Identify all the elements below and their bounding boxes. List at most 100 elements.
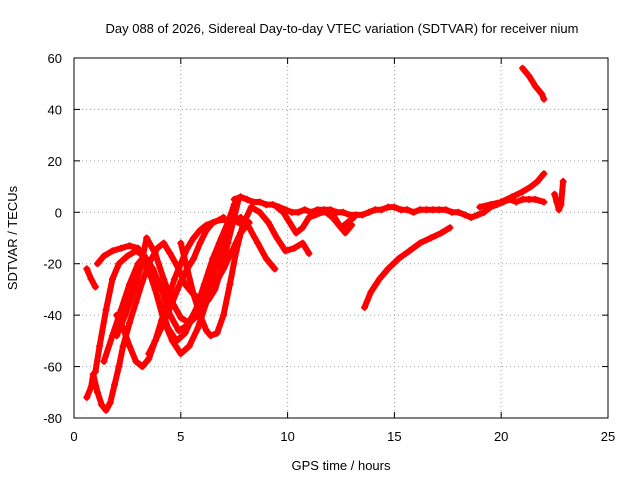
data-point (328, 213, 336, 221)
y-tick-label: 0 (55, 205, 62, 220)
data-point (138, 278, 146, 286)
data-point (209, 255, 217, 263)
data-point (160, 319, 168, 327)
data-point (232, 247, 240, 255)
data-point (190, 234, 198, 242)
data-point (555, 206, 563, 214)
x-tick-label: 25 (601, 429, 615, 444)
data-point (113, 311, 121, 319)
data-point (160, 275, 168, 283)
series-line (100, 193, 244, 365)
data-point (158, 285, 166, 293)
data-point (123, 252, 131, 260)
data-point (83, 393, 91, 401)
data-point (540, 95, 548, 103)
data-point (403, 206, 411, 214)
data-point (239, 221, 247, 229)
data-point (519, 64, 527, 72)
y-tick-label: -20 (43, 257, 62, 272)
data-point (151, 249, 159, 257)
data-point (237, 213, 245, 221)
y-tick-label: 60 (48, 51, 62, 66)
data-point (531, 195, 539, 203)
data-point (202, 327, 210, 335)
data-point (288, 208, 296, 216)
x-tick-label: 20 (494, 429, 508, 444)
data-point (98, 401, 106, 409)
data-point (177, 278, 185, 286)
data-point (249, 198, 257, 206)
data-point (279, 208, 287, 216)
data-point (243, 195, 251, 203)
data-point (145, 350, 153, 358)
series-arc-13 (309, 208, 356, 237)
data-point (290, 244, 298, 252)
data-point (343, 219, 351, 227)
y-tick-labels: -80 -60 -40 -20 0 20 40 60 (43, 51, 62, 426)
data-point (177, 350, 185, 358)
data-point (435, 206, 443, 214)
data-point (207, 265, 215, 273)
data-point (175, 327, 183, 335)
data-point (100, 252, 108, 260)
data-point (367, 288, 375, 296)
data-point (427, 234, 435, 242)
data-series (83, 64, 567, 414)
data-point (519, 188, 527, 196)
series-arc-1 (83, 265, 99, 291)
y-tick-label: -60 (43, 360, 62, 375)
data-point (170, 275, 178, 283)
data-point (410, 208, 418, 216)
data-point (559, 177, 567, 185)
data-point (102, 406, 110, 414)
data-point (202, 226, 210, 234)
y-tick-label: 20 (48, 154, 62, 169)
data-point (87, 275, 95, 283)
data-point (525, 195, 533, 203)
x-tick-labels: 0 5 10 15 20 25 (70, 429, 615, 444)
series-arc-8 (145, 216, 242, 358)
data-point (96, 342, 104, 350)
data-point (190, 291, 198, 299)
data-point (147, 273, 155, 281)
data-point (136, 265, 144, 273)
data-point (416, 206, 424, 214)
data-point (534, 177, 542, 185)
data-point (294, 208, 302, 216)
data-point (108, 247, 116, 255)
x-tick-label: 0 (70, 429, 77, 444)
data-point (508, 193, 516, 201)
data-point (119, 342, 127, 350)
data-point (198, 291, 206, 299)
data-point (269, 201, 277, 209)
data-point (155, 298, 163, 306)
data-point (360, 303, 368, 311)
data-point (299, 224, 307, 232)
series-arc-6 (113, 219, 253, 340)
data-point (527, 183, 535, 191)
data-point (422, 206, 430, 214)
data-point (264, 219, 272, 227)
data-point (185, 342, 193, 350)
data-point (126, 242, 134, 250)
data-point (121, 311, 129, 319)
data-point (262, 201, 270, 209)
data-point (446, 224, 454, 232)
plot-frame (73, 57, 609, 419)
chart-title: Day 088 of 2026, Sidereal Day-to-day VTE… (105, 21, 578, 36)
data-point (348, 221, 356, 229)
data-point (134, 244, 142, 252)
data-point (551, 190, 559, 198)
data-point (538, 90, 546, 98)
data-point (273, 234, 281, 242)
data-point (553, 198, 561, 206)
data-point (384, 203, 392, 211)
data-point (390, 203, 398, 211)
data-point (196, 239, 204, 247)
data-point (160, 239, 168, 247)
y-tick-label: -40 (43, 308, 62, 323)
series-arc-16 (519, 64, 548, 103)
data-point (117, 306, 125, 314)
data-point (397, 206, 405, 214)
data-point (113, 332, 121, 340)
